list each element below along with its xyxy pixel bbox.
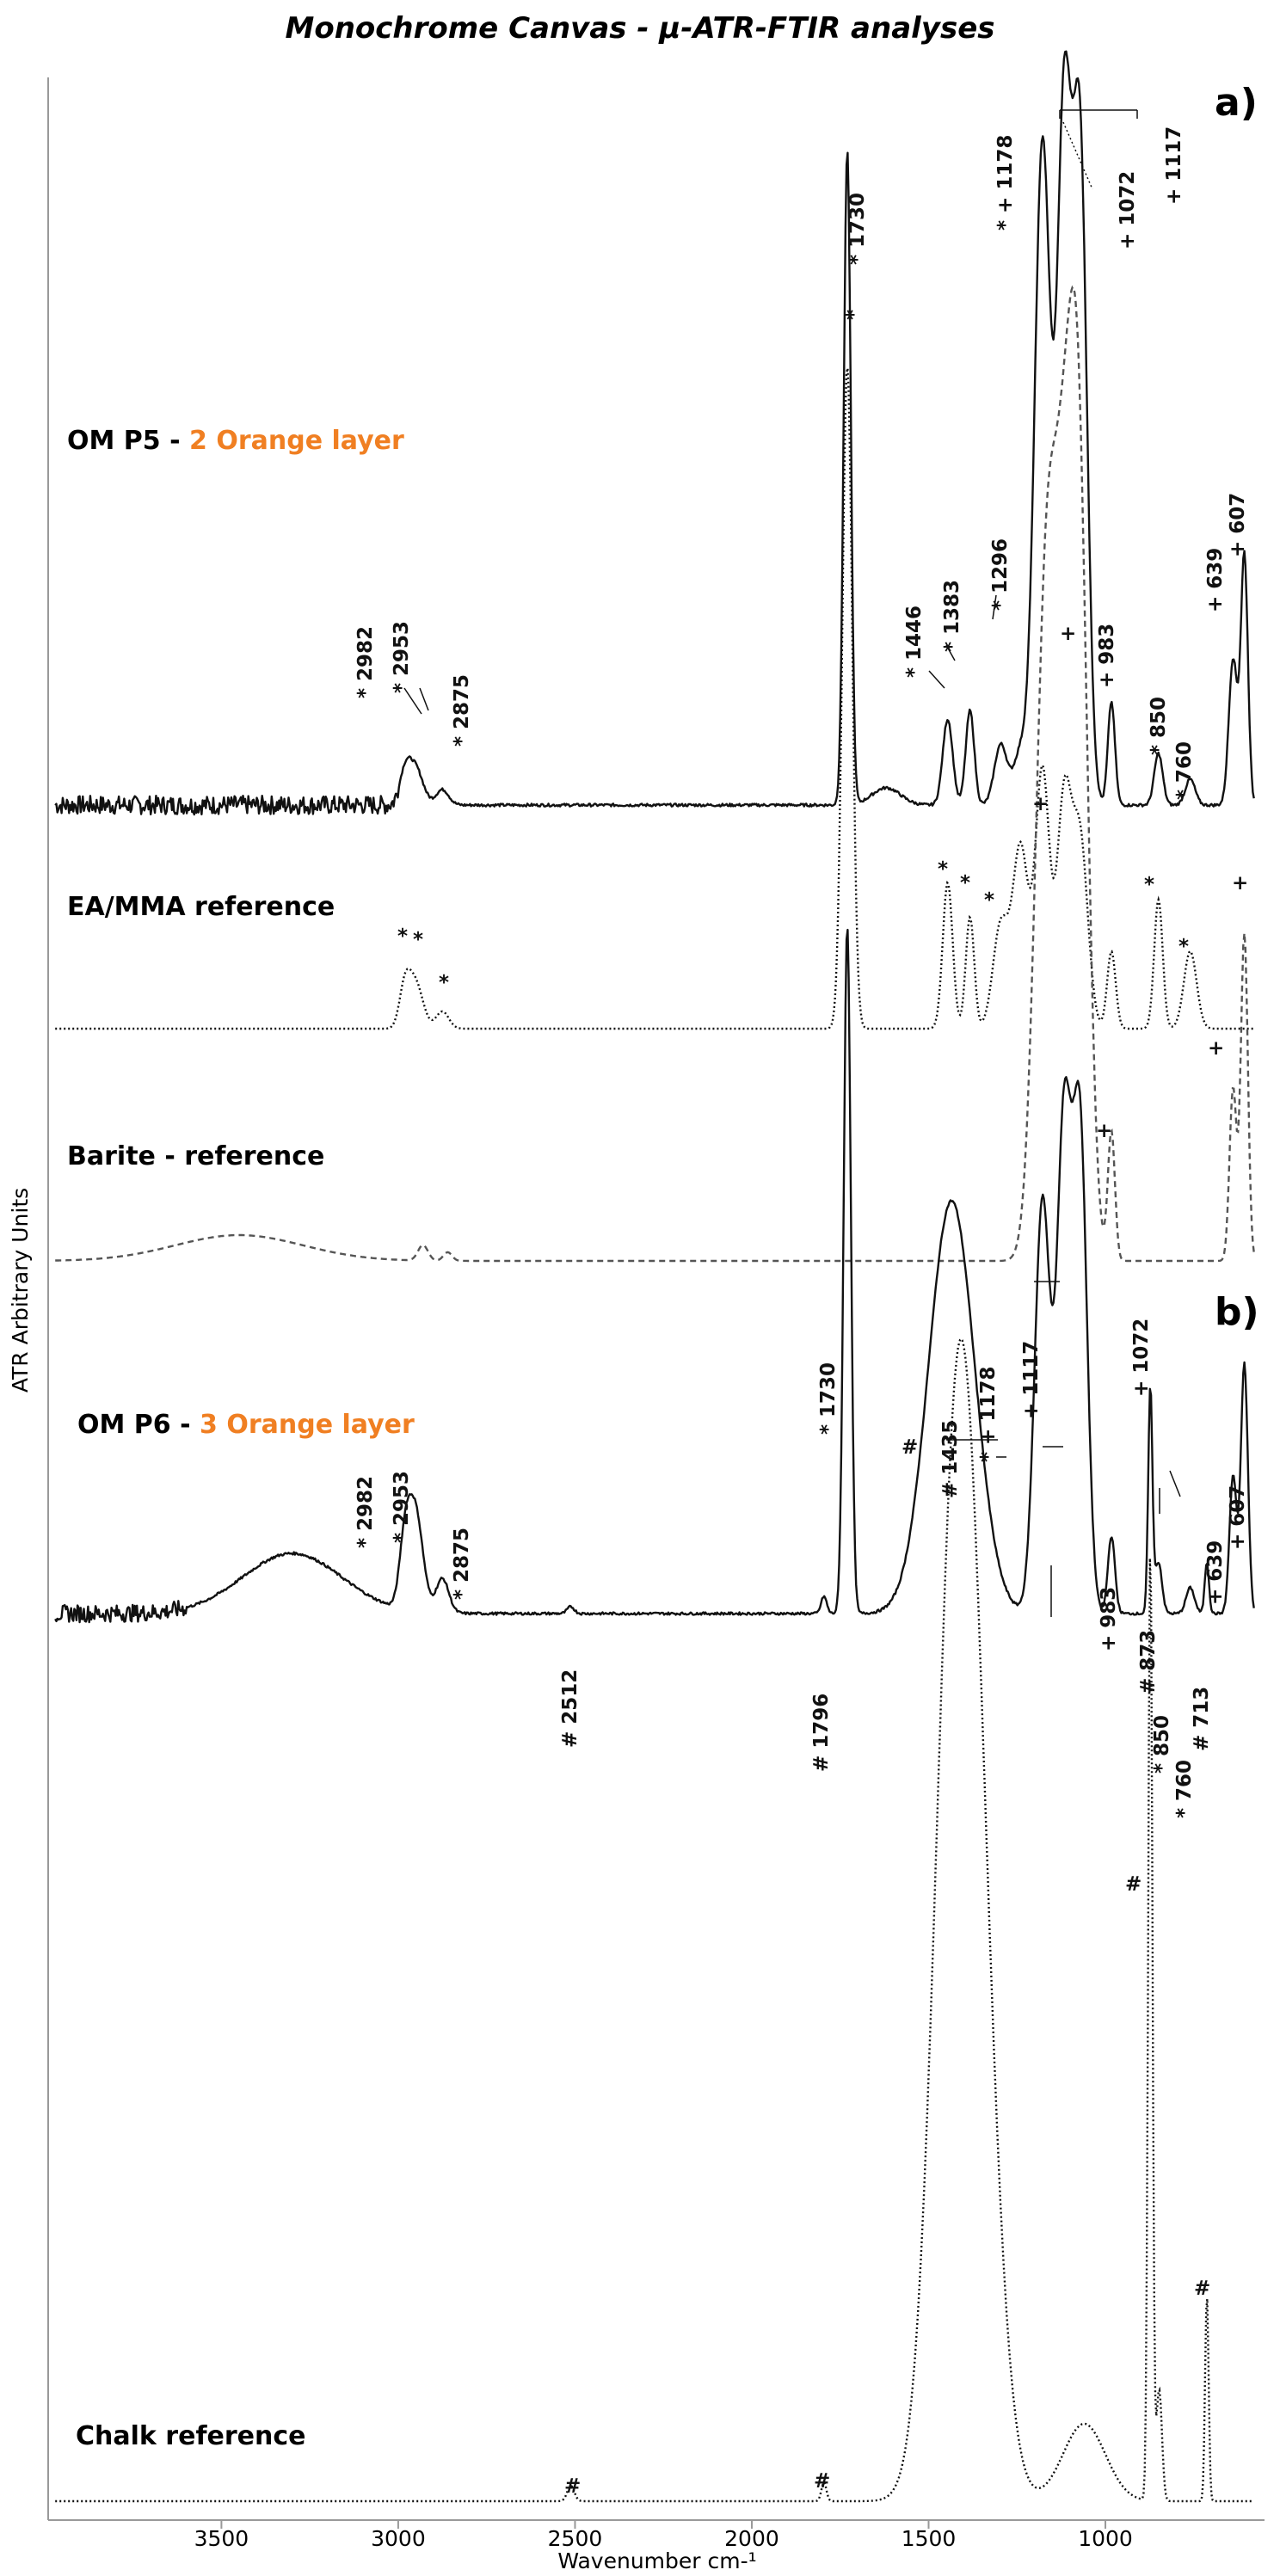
annotation: * bbox=[938, 858, 948, 881]
annotation: * + 1178 bbox=[977, 1367, 1000, 1462]
annotation: + bbox=[1060, 623, 1076, 645]
annotation: * 1730 bbox=[846, 193, 869, 265]
annotation: * bbox=[1144, 874, 1154, 896]
annotation: * 1730 bbox=[817, 1362, 840, 1435]
annotation: * + 1178 bbox=[994, 135, 1017, 231]
x-tick-label: 3000 bbox=[371, 2526, 426, 2551]
y-axis-title: ATR Arbitrary Units bbox=[8, 1188, 33, 1393]
trace-label-om-p6-prefix: OM P6 - bbox=[77, 1410, 200, 1440]
spectrum-barite-reference bbox=[55, 286, 1255, 1263]
annotation: + bbox=[1032, 793, 1049, 815]
annotation: * 760 bbox=[1173, 741, 1196, 800]
chart-title: Monochrome Canvas - μ-ATR-FTIR analyses bbox=[286, 11, 995, 46]
annotation: + 607 bbox=[1227, 493, 1249, 557]
trace-label-om-p5: OM P5 - 2 Orange layer bbox=[67, 426, 404, 456]
x-axis-title: Wavenumber cm-¹ bbox=[557, 2548, 756, 2573]
annotation: + 607 bbox=[1227, 1485, 1249, 1550]
trace-label-om-p6: OM P6 - 3 Orange layer bbox=[77, 1410, 415, 1440]
trace-label-om-p6-layer: 3 Orange layer bbox=[200, 1410, 415, 1440]
trace-label-om-p5-prefix: OM P5 - bbox=[67, 426, 189, 456]
trace-label-om-p5-layer: 2 Orange layer bbox=[189, 426, 404, 456]
spectrum-chalk-reference bbox=[55, 1337, 1254, 2503]
spectrum-om-p6 bbox=[54, 928, 1255, 1624]
annotation: # bbox=[1125, 1873, 1142, 1896]
annotations: * 2982 * 2953 * 2875 * 1730 * * + 1178 +… bbox=[354, 126, 1249, 2498]
axes bbox=[47, 77, 1265, 2521]
annotation: + 1117 bbox=[1163, 126, 1185, 205]
x-tick-label: 2500 bbox=[548, 2526, 603, 2551]
trace-label-barite: Barite - reference bbox=[67, 1141, 324, 1171]
annotation: # bbox=[1194, 2278, 1210, 2300]
annotation: * 760 bbox=[1173, 1760, 1196, 1818]
annotation: # bbox=[902, 1436, 918, 1459]
panel-label-b: b) bbox=[1215, 1290, 1259, 1334]
x-ticks: 3500 3000 2500 2000 1500 1000 bbox=[194, 2520, 1133, 2551]
annotation: # 873 bbox=[1137, 1630, 1160, 1694]
trace-label-chalk: Chalk reference bbox=[76, 2421, 305, 2451]
annotation: * 2953 bbox=[391, 1471, 413, 1543]
annotation-leaders bbox=[403, 109, 1181, 1617]
annotation: * 2982 bbox=[354, 1476, 377, 1548]
annotation: * 2875 bbox=[451, 674, 473, 747]
annotation: + 639 bbox=[1204, 548, 1227, 612]
annotation: # bbox=[564, 2475, 581, 2498]
annotation: * bbox=[843, 310, 865, 320]
annotation: + bbox=[1232, 872, 1248, 895]
annotation: * bbox=[1178, 936, 1189, 958]
annotation: # 2512 bbox=[559, 1669, 582, 1748]
spectrum-ea-mma-reference bbox=[55, 367, 1254, 1030]
annotation: + 639 bbox=[1204, 1540, 1227, 1605]
x-tick-label: 2000 bbox=[724, 2526, 779, 2551]
annotation: + bbox=[1096, 1120, 1112, 1142]
annotation: + 1072 bbox=[1130, 1319, 1153, 1397]
annotation: # 713 bbox=[1191, 1687, 1213, 1751]
annotation: * bbox=[960, 872, 970, 895]
annotation: * bbox=[397, 925, 408, 948]
annotation: * 2982 bbox=[354, 626, 377, 698]
annotation: * bbox=[984, 889, 994, 912]
annotation: + bbox=[1208, 1037, 1224, 1060]
x-tick-label: 1000 bbox=[1078, 2526, 1133, 2551]
annotation: * 2953 bbox=[391, 621, 413, 693]
annotation: * 1296 bbox=[989, 538, 1012, 611]
trace-label-ea-mma: EA/MMA reference bbox=[67, 892, 335, 922]
x-tick-label: 3500 bbox=[194, 2526, 249, 2551]
annotation: # bbox=[814, 2470, 830, 2493]
annotation: + 983 bbox=[1096, 624, 1118, 688]
annotation: # 1796 bbox=[810, 1694, 833, 1772]
annotation: # 1435 bbox=[939, 1420, 962, 1498]
annotation: + 1117 bbox=[1020, 1341, 1043, 1419]
annotation: + 1072 bbox=[1117, 171, 1139, 249]
spectrum-om-p5 bbox=[54, 50, 1255, 816]
annotation: * bbox=[439, 972, 449, 994]
annotation: * 850 bbox=[1151, 1715, 1173, 1774]
annotation: * 2875 bbox=[451, 1528, 473, 1600]
panel-label-a: a) bbox=[1215, 81, 1258, 125]
annotation: + 983 bbox=[1098, 1587, 1120, 1651]
x-tick-label: 1500 bbox=[902, 2526, 957, 2551]
annotation: * 1446 bbox=[903, 606, 926, 678]
annotation: * bbox=[413, 929, 423, 951]
annotation: * 1383 bbox=[941, 580, 963, 652]
annotation: * 850 bbox=[1148, 697, 1170, 755]
